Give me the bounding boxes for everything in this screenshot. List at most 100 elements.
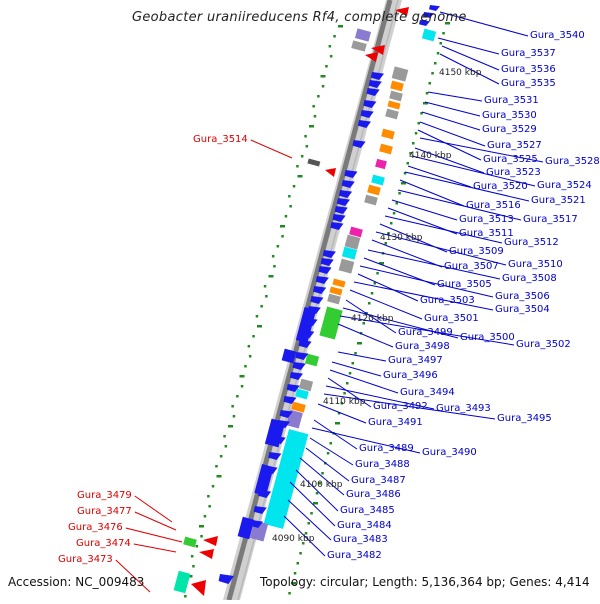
scale-tick <box>351 362 354 365</box>
gc-dot <box>260 305 263 308</box>
gene-label: Gura_3510 <box>508 259 563 270</box>
gene-label: Gura_3512 <box>504 237 559 248</box>
scale-tick <box>425 92 429 95</box>
scale-label: 4140 kbp <box>409 151 452 161</box>
leader-line <box>115 559 151 593</box>
gene-label: Gura_3501 <box>424 313 479 324</box>
gene-arrow <box>315 276 329 284</box>
scale-tick <box>439 42 442 45</box>
gene-label: Gura_3479 <box>77 490 132 501</box>
gene-arrow <box>298 340 312 348</box>
scale-tick <box>318 482 321 485</box>
backbone-line <box>226 0 393 601</box>
gc-dot <box>244 365 247 368</box>
leader-line <box>419 121 486 147</box>
scale-tick <box>335 422 340 425</box>
gene-label: Gura_3513 <box>459 214 514 225</box>
leader-line <box>134 495 173 523</box>
gene-label: Gura_3490 <box>422 447 477 458</box>
gene-arrow <box>320 258 334 266</box>
gene-arrow <box>330 222 344 230</box>
scale-tick <box>406 162 409 165</box>
gc-dot <box>297 175 303 178</box>
scale-tick <box>445 22 450 25</box>
leader-line <box>437 37 500 55</box>
gene-arrow <box>344 170 358 178</box>
scale-tick <box>315 492 319 495</box>
leader-line <box>313 419 358 450</box>
gene-arrow <box>268 452 282 460</box>
scale-tick <box>288 592 291 595</box>
gc-dot <box>224 445 228 448</box>
scale-tick <box>291 582 296 585</box>
leader-line <box>397 189 522 221</box>
gene-arrow <box>283 396 297 404</box>
gene-label: Gura_3508 <box>502 273 557 284</box>
gc-dot <box>200 535 203 538</box>
gc-dot <box>265 295 268 298</box>
gc-dot <box>309 125 314 128</box>
scale-tick <box>417 122 420 125</box>
leader-line <box>339 315 515 346</box>
scale-tick <box>343 392 346 395</box>
gc-dot <box>216 475 222 478</box>
leader-line <box>349 289 423 320</box>
leader-line <box>317 403 367 424</box>
scale-tick <box>434 62 437 65</box>
leader-line <box>337 323 394 348</box>
gene-label: Gura_3476 <box>68 522 123 533</box>
leader-line <box>439 11 529 37</box>
gene-arrow <box>366 88 380 96</box>
gc-dot <box>257 325 262 328</box>
gene-label: Gura_3509 <box>449 246 504 257</box>
gene-label: Gura_3483 <box>333 534 388 545</box>
scale-tick <box>428 82 431 85</box>
leader-line <box>439 53 500 85</box>
leader-line <box>287 499 332 541</box>
gene-arrow <box>292 362 306 370</box>
topology-info: Topology: circular; Length: 5,136,364 bp… <box>260 575 590 589</box>
scale-tick <box>384 242 387 245</box>
gc-dot <box>317 95 320 98</box>
gene-label: Gura_3498 <box>395 341 450 352</box>
gene-label: Gura_3494 <box>400 387 455 398</box>
leader-line <box>125 527 183 543</box>
leader-line <box>250 139 293 159</box>
scale-tick <box>307 522 310 525</box>
gene-arrow <box>289 372 303 380</box>
leader-line <box>283 515 326 557</box>
scale-tick <box>368 302 371 305</box>
leader-line <box>329 369 399 394</box>
gc-dot <box>320 75 326 78</box>
gc-dot <box>284 215 288 218</box>
leader-line <box>427 91 483 102</box>
genome-title: Geobacter uraniireducens Rf4, complete g… <box>132 10 467 25</box>
scale-tick <box>409 152 412 155</box>
scale-tick <box>423 102 428 105</box>
scale-tick <box>348 372 352 375</box>
gc-dot <box>247 345 251 348</box>
leader-line <box>289 481 336 527</box>
scale-tick <box>296 562 299 565</box>
scale-label: 4130 kbp <box>380 233 423 243</box>
gene-arrow <box>286 384 300 392</box>
gc-dot <box>333 35 336 38</box>
leader-line <box>424 101 481 117</box>
gene-label: Gura_3488 <box>355 459 410 470</box>
gene-arrow <box>295 352 309 360</box>
gene-label: Gura_3537 <box>501 48 556 59</box>
leader-line <box>327 377 372 408</box>
gc-dot <box>255 315 259 318</box>
gene-label: Gura_3474 <box>76 538 131 549</box>
gene-label: Gura_3511 <box>459 228 514 239</box>
gene-arrow <box>360 110 374 118</box>
gc-dot <box>208 505 211 508</box>
gene-label: Gura_3520 <box>473 181 528 192</box>
label-leader-lines <box>115 11 544 593</box>
gene-block <box>254 463 274 497</box>
leader-line <box>399 179 465 207</box>
gene-label: Gura_3489 <box>359 443 414 454</box>
leader-line <box>357 273 419 302</box>
leader-line <box>337 351 387 362</box>
gene-block <box>281 348 297 364</box>
